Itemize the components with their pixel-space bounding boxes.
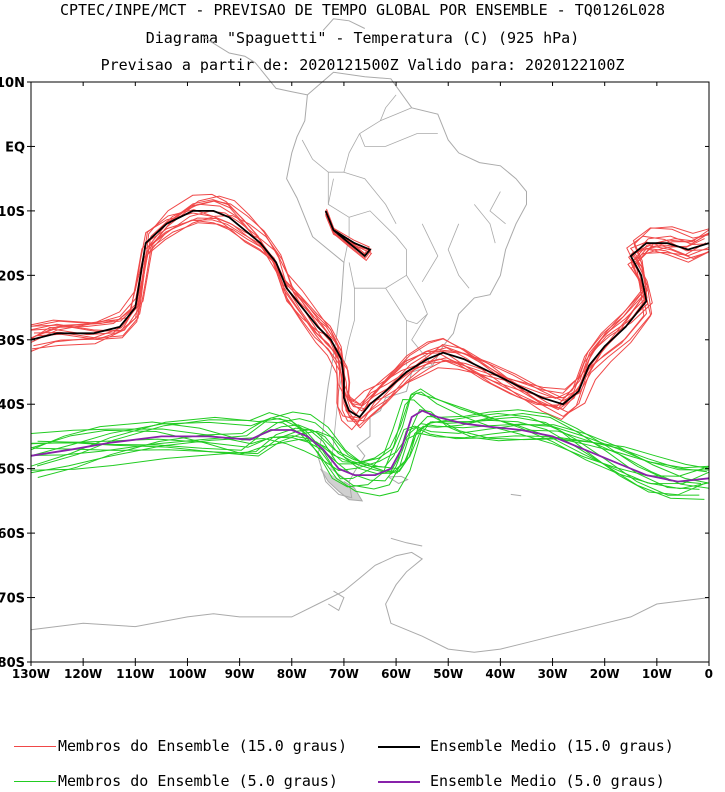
chart-title-line2: Diagrama "Spaguetti" - Temperatura (C) (… — [145, 29, 580, 47]
legend-swatch-member5 — [14, 781, 56, 782]
ensemble-member-line — [33, 199, 707, 405]
ensemble-member-line — [30, 409, 702, 484]
ensemble-member-line — [30, 203, 705, 420]
lon-tick-label: 130W — [12, 667, 50, 681]
lat-tick-label: 30S — [0, 334, 25, 349]
ensemble-member-line — [37, 412, 700, 490]
lon-tick-label: 40W — [485, 667, 515, 681]
lat-tick-label: 70S — [0, 592, 25, 607]
lon-tick-label: 10W — [642, 667, 672, 681]
lon-tick-label: 90W — [225, 667, 255, 681]
lon-tick-label: 20W — [590, 667, 620, 681]
ensemble-member-line — [30, 215, 710, 412]
lon-tick-label: 70W — [329, 667, 359, 681]
legend-swatch-member15 — [14, 746, 56, 747]
ensemble-mean-line — [324, 210, 372, 258]
ensemble-member-line — [30, 219, 710, 429]
lat-tick-label: 20S — [0, 269, 25, 284]
ensemble-member-line — [30, 398, 710, 480]
ensemble-member-line — [37, 419, 705, 500]
lon-tick-label: 100W — [168, 667, 206, 681]
lon-tick-label: 110W — [116, 667, 154, 681]
ensemble-member-line — [30, 388, 710, 490]
ensemble-member-line — [30, 212, 710, 419]
lat-tick-label: EQ — [5, 140, 25, 155]
ensemble-member-line — [325, 210, 371, 256]
lat-tick-label: 50S — [0, 463, 25, 478]
legend-label-mean15: Ensemble Medio (15.0 graus) — [430, 737, 674, 755]
ensemble-member-line — [35, 210, 709, 422]
lon-tick-label: 50W — [433, 667, 463, 681]
lat-tick-label: 80S — [0, 656, 25, 671]
legend-label-member5: Membros do Ensemble (5.0 graus) — [58, 772, 338, 790]
legend-swatch-mean15 — [378, 746, 420, 748]
ensemble-member-line — [30, 200, 710, 427]
ensemble-member-line — [31, 412, 708, 496]
lat-tick-label: 60S — [0, 527, 25, 542]
ensemble-mean-line — [30, 409, 710, 483]
lat-tick-label: 40S — [0, 398, 25, 413]
ensemble-member-line — [33, 193, 710, 411]
ensemble-member-line — [325, 210, 370, 256]
lon-tick-label: 30W — [538, 667, 568, 681]
lon-tick-label: 0 — [705, 667, 713, 681]
contours-5c — [30, 388, 710, 500]
ensemble-member-line — [32, 219, 709, 420]
ensemble-member-line — [37, 222, 710, 431]
ensemble-member-line — [31, 209, 709, 422]
lat-tick-label: 10N — [0, 76, 25, 91]
lon-tick-label: 120W — [64, 667, 102, 681]
lon-tick-label: 80W — [277, 667, 307, 681]
ensemble-member-line — [32, 417, 710, 490]
chart-title-line3: Previsao a partir de: 2020121500Z Valido… — [100, 56, 625, 74]
chart-title-line1: CPTEC/INPE/MCT - PREVISAO DE TEMPO GLOBA… — [59, 1, 666, 19]
legend-label-mean5: Ensemble Medio (5.0 graus) — [430, 772, 665, 790]
lat-tick-label: 10S — [0, 205, 25, 220]
map-frame — [30, 81, 710, 663]
ensemble-member-line — [30, 409, 707, 473]
ensemble-mean-line — [30, 210, 710, 419]
legend-label-member15: Membros do Ensemble (15.0 graus) — [58, 737, 347, 755]
ensemble-member-line — [30, 200, 710, 407]
ensemble-member-line — [30, 427, 710, 489]
lon-tick-label: 60W — [381, 667, 411, 681]
legend-swatch-mean5 — [378, 781, 420, 783]
contours-15c — [30, 193, 710, 431]
